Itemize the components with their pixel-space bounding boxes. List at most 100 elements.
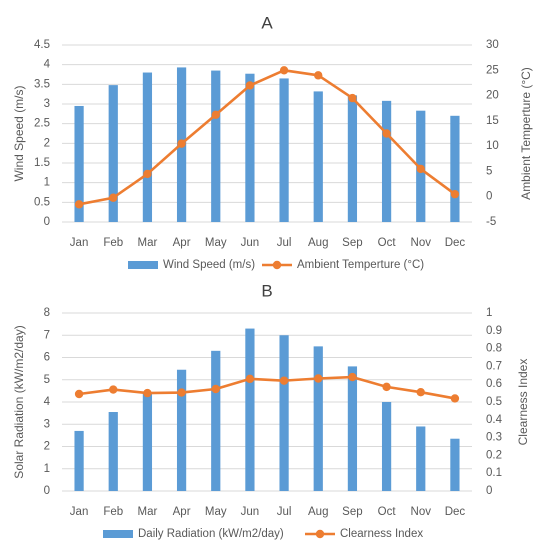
line-point-mar — [143, 169, 152, 179]
y2-tick-label: 0.3 — [486, 432, 502, 444]
line-point-jul — [279, 66, 289, 75]
legend: Daily Radiation (kW/m2/day) Clearness Ind… — [103, 528, 423, 540]
y-tick-label: 2 — [44, 441, 50, 453]
x-tick-label: Feb — [103, 237, 123, 249]
y-tick-label: 4.5 — [34, 39, 50, 51]
x-tick-label: Sep — [342, 506, 362, 518]
line-point-jan — [74, 200, 84, 209]
legend-label-bar: Daily Radiation (kW/m2/day) — [138, 528, 284, 540]
bar-aug — [313, 91, 323, 222]
bar-jul — [279, 335, 289, 491]
line-point-oct — [382, 382, 391, 392]
panel-title: A — [261, 13, 273, 32]
legend-swatch-marker — [315, 529, 325, 539]
x-tick-label: Dec — [445, 506, 466, 518]
bar-may — [211, 70, 221, 222]
line-point-nov — [416, 164, 425, 174]
y2-tick-label: 5 — [486, 165, 492, 177]
chart-panel-b: B 0 1 2 3 4 5 6 7 8 0 0.1 0.2 0.3 0.4 0.5 0.6 0.7 0.8 0.9 1 J… — [12, 281, 530, 540]
legend-swatch-bar — [103, 530, 133, 538]
line-point-may — [211, 384, 220, 394]
y-tick-label: 3 — [44, 418, 50, 430]
series-line — [78, 375, 456, 400]
x-tick-label: Dec — [445, 237, 466, 249]
y2-tick-label: 0 — [486, 485, 492, 497]
bar-oct — [381, 100, 392, 222]
line-point-jun — [245, 81, 255, 90]
y2-tick-label: 30 — [486, 39, 499, 51]
line-point-jun — [245, 374, 255, 384]
bar-jun — [245, 73, 255, 222]
y2-axis-label: Clearness Index — [516, 359, 530, 446]
chart-panel-a: A 0 0.5 1 1.5 2 2.5 3 3.5 4 4.5 -5 0 5 10 15 20 25 30 Jan Fe… — [12, 13, 533, 271]
line-point-aug — [314, 374, 323, 383]
bar-dec — [450, 438, 460, 491]
y2-tick-label: 20 — [486, 90, 499, 102]
y-tick-label: 8 — [44, 307, 50, 319]
line-point-sep — [348, 93, 357, 103]
bar-sep — [347, 366, 358, 491]
y-tick-label: 6 — [44, 352, 50, 364]
y-tick-label: 0 — [44, 485, 50, 497]
panel-title: B — [261, 281, 272, 300]
x-tick-label: May — [205, 506, 227, 518]
x-tick-label: Jan — [70, 506, 89, 518]
y2-tick-label: -5 — [486, 216, 496, 228]
x-tick-label: Mar — [138, 237, 158, 249]
x-tick-label: Nov — [411, 237, 432, 249]
x-tick-label: Jan — [70, 237, 89, 249]
bar-jan — [74, 430, 84, 491]
y-tick-label: 1 — [44, 177, 50, 189]
y2-tick-label: 15 — [486, 115, 499, 127]
y-tick-label: 0.5 — [34, 196, 50, 208]
y-tick-label: 1 — [44, 463, 50, 475]
line-point-may — [211, 110, 220, 119]
bar-oct — [381, 402, 392, 491]
legend: Wind Speed (m/s) Ambient Temperture (°C) — [128, 259, 424, 271]
y2-tick-label: 0.7 — [486, 360, 502, 372]
bar-aug — [313, 346, 323, 491]
y-tick-label: 4 — [44, 396, 51, 408]
y-axis-label: Wind Speed (m/s) — [12, 85, 26, 181]
line-point-jul — [279, 376, 289, 385]
bar-dec — [450, 115, 460, 222]
y2-tick-label: 0.6 — [486, 378, 502, 390]
y2-tick-label: 0.5 — [486, 396, 502, 408]
x-tick-label: Feb — [103, 506, 123, 518]
line-point-feb — [109, 193, 118, 202]
line-point-dec — [450, 394, 460, 403]
line-point-feb — [109, 385, 118, 394]
x-tick-label: Aug — [308, 237, 328, 249]
y-tick-label: 7 — [44, 329, 50, 341]
y2-tick-label: 0.8 — [486, 343, 502, 355]
x-tick-label: Oct — [378, 506, 397, 518]
line-point-mar — [143, 388, 152, 398]
y2-tick-label: 10 — [486, 140, 499, 152]
y2-tick-label: 1 — [486, 307, 492, 319]
x-tick-label: Oct — [378, 237, 397, 249]
y2-tick-label: 0.1 — [486, 467, 502, 479]
legend-swatch-bar — [128, 261, 158, 269]
bar-jun — [245, 328, 255, 491]
bar-jul — [279, 78, 289, 222]
bar-feb — [108, 85, 118, 223]
y2-tick-label: 25 — [486, 64, 499, 76]
series-line — [78, 68, 456, 206]
line-point-jan — [74, 389, 84, 399]
y-tick-label: 1.5 — [34, 157, 50, 169]
x-tick-label: May — [205, 237, 227, 249]
x-tick-label: Nov — [411, 506, 432, 518]
bar-nov — [416, 426, 426, 491]
line-point-oct — [382, 129, 391, 138]
x-tick-label: Jun — [241, 237, 260, 249]
bar-mar — [142, 393, 153, 491]
legend-label-bar: Wind Speed (m/s) — [163, 259, 255, 271]
line-point-aug — [314, 71, 323, 80]
y-tick-label: 2.5 — [34, 118, 50, 130]
bar-jan — [74, 105, 84, 222]
line-point-sep — [348, 372, 357, 382]
y-tick-label: 4 — [44, 59, 51, 71]
bar-mar — [142, 72, 153, 223]
y2-tick-label: 0.9 — [486, 325, 502, 337]
